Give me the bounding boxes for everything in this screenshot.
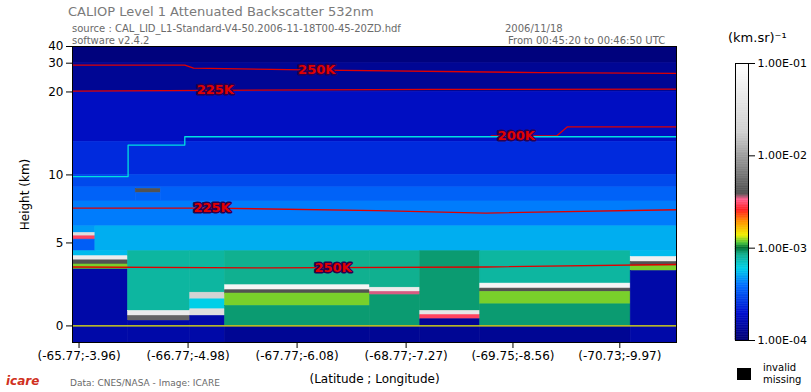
svg-text:250K: 250K: [298, 62, 336, 77]
html-text:source : CAL_LID_L1-Standard-V: source : CAL_LID_L1-Standard-V4-50.2006-…: [72, 23, 401, 34]
svg-text:(Latitude ; Longitude): (Latitude ; Longitude): [309, 372, 439, 386]
svg-text:1.00E-03: 1.00E-03: [758, 242, 807, 255]
html-text:CALIOP Level 1 Attenuated Back: CALIOP Level 1 Attenuated Backscatter 53…: [68, 4, 374, 19]
svg-text:0: 0: [56, 319, 64, 333]
svg-text:(-67.77;-6.08): (-67.77;-6.08): [256, 349, 339, 363]
svg-text:(-66.77;-4.98): (-66.77;-4.98): [146, 349, 229, 363]
html-text:missing: missing: [763, 374, 802, 385]
svg-text:1.00E-02: 1.00E-02: [758, 149, 807, 162]
svg-text:(-69.75;-8.56): (-69.75;-8.56): [471, 349, 554, 363]
svg-text:(-70.73;-9.97): (-70.73;-9.97): [578, 349, 661, 363]
svg-text:(-68.77;-7.27): (-68.77;-7.27): [365, 349, 448, 363]
svg-text:250K: 250K: [314, 260, 352, 275]
html-text:software v2.4.2: software v2.4.2: [72, 35, 150, 46]
svg-text:200K: 200K: [498, 128, 536, 143]
html-text:(km.sr)⁻¹: (km.sr)⁻¹: [728, 30, 787, 45]
html-text:icare: icare: [6, 374, 40, 388]
svg-text:Height (km): Height (km): [18, 159, 32, 230]
svg-text:1.00E-01: 1.00E-01: [758, 57, 807, 70]
svg-text:30: 30: [48, 56, 63, 70]
svg-text:225K: 225K: [193, 200, 231, 215]
svg-text:20: 20: [48, 85, 63, 99]
svg-text:5: 5: [56, 236, 64, 250]
html-text:From 00:45:20 to 00:46:50 UTC: From 00:45:20 to 00:46:50 UTC: [508, 35, 666, 46]
html-text:2006/11/18: 2006/11/18: [505, 23, 563, 34]
html-text:Data: CNES/NASA - Image: ICARE: Data: CNES/NASA - Image: ICARE: [70, 378, 220, 388]
svg-text:(-65.77;-3.96): (-65.77;-3.96): [37, 349, 120, 363]
html-text:invalid: invalid: [763, 362, 797, 373]
svg-text:1.00E-04: 1.00E-04: [758, 334, 807, 347]
svg-text:10: 10: [48, 168, 63, 182]
svg-text:225K: 225K: [197, 82, 235, 97]
svg-text:40: 40: [48, 39, 63, 53]
